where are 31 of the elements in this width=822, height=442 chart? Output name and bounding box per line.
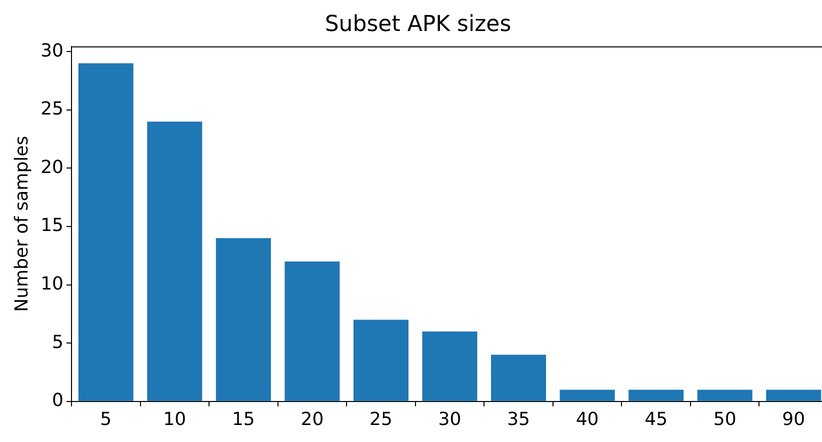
bar bbox=[422, 331, 478, 401]
x-tick-label: 45 bbox=[644, 408, 668, 430]
x-tick-label: 35 bbox=[507, 408, 530, 430]
x-tick-label: 50 bbox=[713, 408, 736, 430]
y-tick-label: 15 bbox=[40, 215, 64, 236]
x-tick-label: 5 bbox=[100, 408, 112, 430]
bar bbox=[560, 390, 615, 401]
y-tick-label: 5 bbox=[52, 332, 64, 353]
x-tick-label: 40 bbox=[576, 408, 599, 430]
y-tick-label: 10 bbox=[40, 273, 64, 294]
x-tick-label: 30 bbox=[438, 408, 462, 430]
bar bbox=[284, 262, 340, 401]
bar bbox=[491, 354, 546, 401]
bar bbox=[147, 122, 202, 401]
x-tick-label: 90 bbox=[782, 408, 806, 430]
bar bbox=[697, 390, 752, 401]
bar bbox=[628, 390, 684, 401]
bar bbox=[216, 238, 271, 401]
y-tick-label: 20 bbox=[40, 156, 64, 178]
y-axis-title: Number of samples bbox=[11, 136, 32, 312]
chart-title: Subset APK sizes bbox=[324, 12, 512, 37]
x-tick-label: 10 bbox=[163, 408, 186, 430]
y-tick-label: 25 bbox=[40, 98, 64, 120]
x-tick-label: 20 bbox=[300, 408, 324, 430]
x-tick-label: 15 bbox=[232, 408, 255, 430]
bar bbox=[353, 320, 408, 401]
bar bbox=[766, 390, 822, 401]
y-tick-label: 0 bbox=[52, 390, 64, 412]
y-tick-label: 30 bbox=[40, 40, 64, 62]
x-tick-label: 25 bbox=[370, 408, 392, 430]
bar bbox=[78, 63, 134, 401]
